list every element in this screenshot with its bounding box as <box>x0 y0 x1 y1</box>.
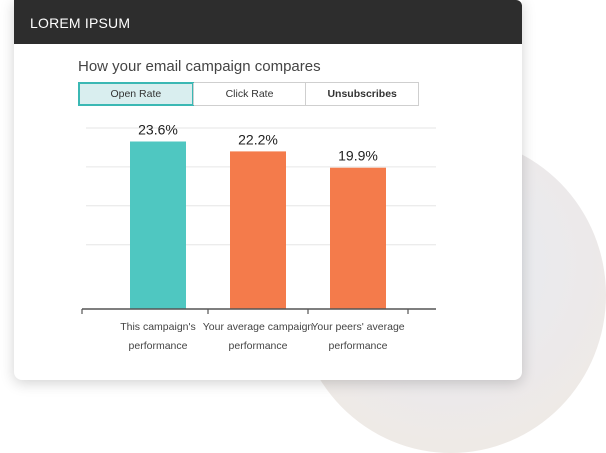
window-title: LOREM IPSUM <box>30 15 131 31</box>
app-window: LOREM IPSUM How your email campaign comp… <box>14 0 522 380</box>
category-label-1-0: Your average campaign <box>203 321 314 333</box>
chart-card: How your email campaign compares Open Ra… <box>66 44 436 360</box>
category-label-1-1: performance <box>229 340 288 352</box>
tab-open-rate-label: Open Rate <box>110 88 162 100</box>
title-bar: LOREM IPSUM <box>14 0 522 44</box>
tab-click-rate[interactable]: Click Rate <box>192 83 306 105</box>
bar-chart: 23.6% This campaign's performance 22.2% Your… <box>81 122 436 352</box>
chart-heading: How your email campaign compares <box>78 58 321 75</box>
category-label-2-0: Your peers' average <box>311 321 404 333</box>
tab-unsubscribes-label: Unsubscribes <box>327 88 397 100</box>
category-label-0-1: performance <box>129 340 188 352</box>
tab-open-rate[interactable]: Open Rate <box>78 82 194 106</box>
value-label-1: 22.2% <box>238 131 278 147</box>
value-label-2: 19.9% <box>338 148 378 164</box>
bar-2 <box>330 167 386 309</box>
tab-click-rate-label: Click Rate <box>225 88 274 100</box>
bar-1 <box>230 151 286 309</box>
category-label-2-1: performance <box>329 340 388 352</box>
bar-0 <box>130 141 186 309</box>
category-label-0-0: This campaign's <box>120 321 196 333</box>
value-label-0: 23.6% <box>138 122 178 138</box>
metric-tabs: Open Rate Click Rate Unsubscribes <box>78 82 419 106</box>
tab-unsubscribes[interactable]: Unsubscribes <box>305 83 418 105</box>
